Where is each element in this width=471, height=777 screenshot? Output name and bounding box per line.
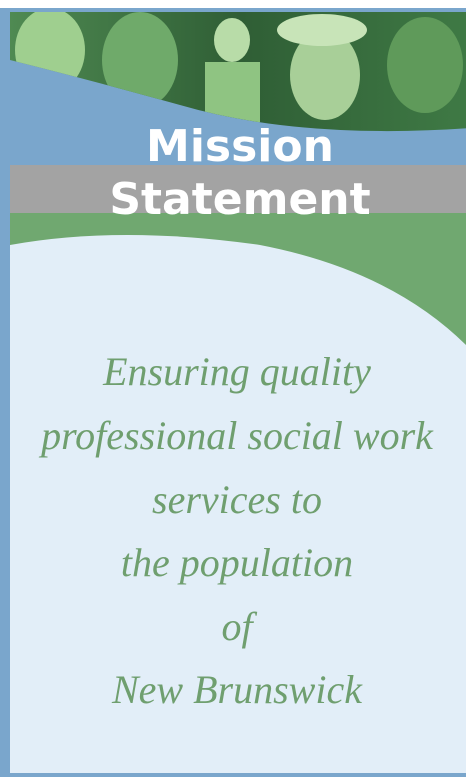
statement-line: the population <box>121 540 353 585</box>
heading-line: Statement <box>109 174 370 225</box>
photo-strip <box>10 12 471 132</box>
statement-line: services to <box>152 477 322 522</box>
statement-line: of <box>221 604 257 649</box>
right-edge <box>466 8 471 777</box>
statement-panel <box>10 235 466 773</box>
gray-band <box>10 165 466 213</box>
statement-line: Ensuring quality <box>102 349 371 394</box>
statement-line: New Brunswick <box>111 667 363 712</box>
heading-line: Mission <box>146 121 334 172</box>
statement-line: professional social work <box>38 413 434 458</box>
statement: Ensuring quality professional social work… <box>38 349 434 712</box>
